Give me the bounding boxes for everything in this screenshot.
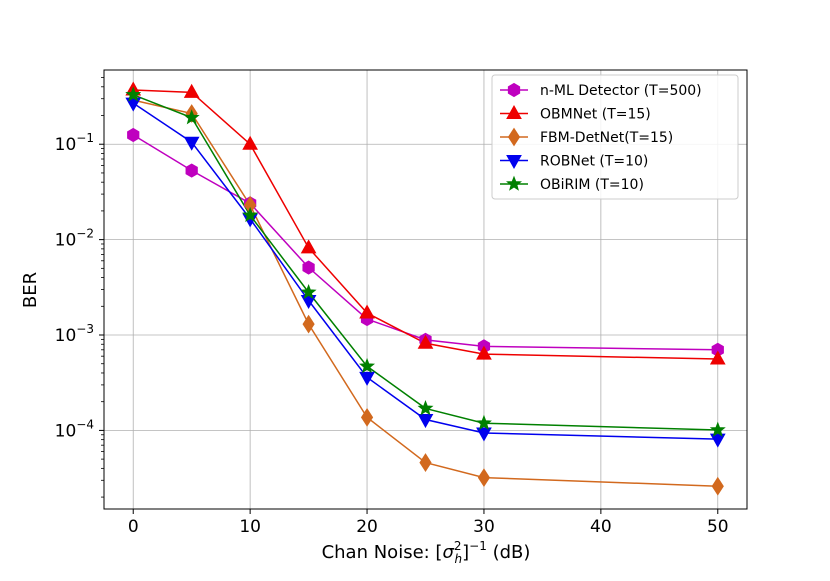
legend-marker [507, 82, 521, 98]
data-point [711, 476, 724, 496]
data-point [127, 127, 140, 143]
data-point [125, 97, 142, 112]
series-line-0 [132, 134, 718, 351]
legend-label: OBiRIM (T=10) [540, 177, 644, 193]
data-point [242, 206, 259, 223]
data-point [183, 136, 200, 151]
legend-label: OBMNet (T=15) [540, 107, 651, 123]
x-tick-label: 50 [707, 517, 729, 537]
x-tick-label: 30 [473, 517, 495, 537]
legend-label: ROBNet (T=10) [540, 154, 648, 170]
y-tick-label: 10−4 [55, 417, 94, 441]
series-line-4 [132, 94, 718, 431]
data-point [417, 414, 434, 429]
series-lines [132, 89, 718, 487]
x-axis-ticks: 0 10 20 30 40 50 [128, 509, 729, 537]
series-markers [125, 81, 726, 496]
x-tick-label: 10 [239, 517, 261, 537]
y-tick-label: 10−3 [55, 322, 94, 346]
legend-label: n-ML Detector (T=500) [540, 83, 702, 99]
x-tick-label: 40 [590, 517, 612, 537]
data-point [475, 414, 492, 430]
data-point [709, 350, 726, 365]
data-point [360, 407, 374, 427]
data-point [709, 421, 726, 437]
series-line-2 [133, 99, 718, 487]
data-point [125, 86, 142, 102]
data-point [476, 345, 492, 360]
x-tick-label: 0 [128, 517, 139, 537]
data-point [300, 239, 317, 254]
x-tick-label: 20 [356, 517, 378, 537]
data-point [417, 334, 434, 349]
data-point [359, 357, 376, 374]
legend-marker [506, 104, 522, 119]
legend: n-ML Detector (T=500) OBMNet (T=15) FBM-De… [491, 74, 739, 200]
data-point [183, 109, 200, 125]
legend-label: FBM-DetNet(T=15) [540, 130, 673, 146]
data-point [302, 314, 315, 334]
legend-marker [507, 127, 521, 147]
x-axis-label: Chan Noise: [σ2 h]−1 (dB) [322, 539, 531, 566]
data-point [476, 427, 492, 442]
series-line-3 [132, 102, 718, 440]
legend-box [491, 74, 739, 200]
data-point [302, 260, 315, 275]
data-point [417, 400, 434, 416]
data-point [419, 453, 432, 473]
data-point [359, 304, 375, 319]
legend-marker [506, 155, 522, 170]
data-point [300, 283, 317, 300]
y-tick-label: 10−2 [55, 227, 94, 251]
data-point [709, 433, 726, 448]
y-tick-label: 10−1 [55, 131, 94, 155]
data-point [183, 83, 200, 98]
series-line-1 [133, 89, 718, 360]
data-point [185, 163, 198, 178]
y-axis-label: BER [20, 272, 41, 308]
data-point [242, 135, 258, 150]
data-point [477, 468, 491, 488]
y-axis-ticks: 10−1 10−2 10−3 10−4 [55, 77, 104, 498]
data-point [359, 371, 375, 386]
legend-marker [506, 175, 522, 191]
